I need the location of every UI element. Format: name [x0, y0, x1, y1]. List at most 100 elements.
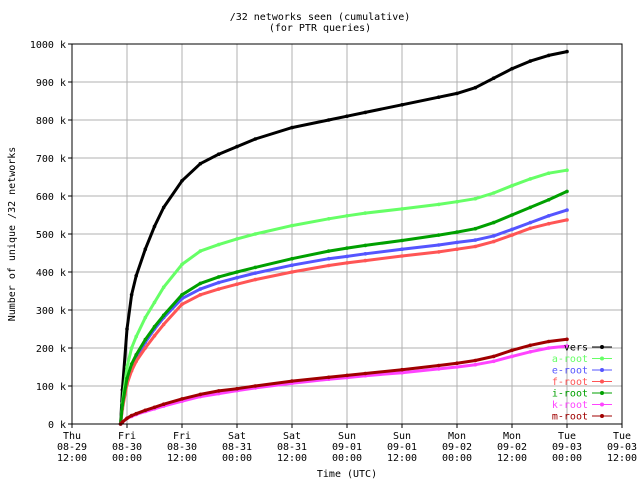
data-point: [546, 346, 551, 350]
data-point: [546, 221, 551, 226]
y-axis-label: Number of unique /32 networks: [7, 147, 18, 322]
data-point: [473, 238, 478, 242]
data-point: [400, 367, 404, 372]
data-point: [152, 334, 157, 338]
y-tick-label: 300 k: [36, 306, 66, 317]
data-point: [290, 256, 294, 261]
data-point: [363, 371, 368, 376]
x-tick-label: 12:00: [167, 453, 197, 464]
data-point: [161, 313, 166, 318]
x-tick-label: Sat: [283, 431, 301, 442]
x-tick-label: Fri: [173, 431, 191, 442]
data-point: [436, 250, 441, 254]
data-point: [253, 271, 258, 275]
series-i-root: [118, 189, 569, 426]
data-point: [455, 361, 459, 366]
data-point: [345, 261, 349, 265]
x-tick-label: 12:00: [277, 453, 307, 464]
data-point: [134, 359, 138, 364]
data-point: [363, 211, 368, 215]
y-tick-label: 200 k: [36, 344, 66, 355]
data-point: [473, 362, 478, 367]
data-point: [491, 234, 496, 238]
data-point: [134, 274, 138, 278]
data-point: [400, 247, 404, 251]
series-line: [119, 208, 568, 425]
data-point: [235, 237, 239, 241]
data-point: [143, 337, 148, 342]
data-point: [198, 287, 203, 291]
data-point: [546, 198, 551, 202]
data-point: [143, 408, 148, 413]
data-point: [510, 66, 514, 71]
y-tick-label: 1000 k: [30, 40, 66, 51]
data-point: [528, 220, 533, 225]
data-series: [118, 49, 569, 426]
chart-title: /32 networks seen (cumulative): [230, 12, 411, 23]
data-point: [345, 214, 349, 218]
data-point: [180, 293, 184, 297]
x-tick-label: Sun: [393, 431, 411, 442]
data-point: [235, 270, 239, 274]
data-point: [120, 403, 125, 407]
data-point: [290, 223, 294, 228]
data-point: [125, 376, 129, 381]
data-point: [565, 208, 569, 212]
x-tick-label: 12:00: [57, 453, 87, 464]
x-tick-label: 09-03: [552, 442, 582, 453]
data-point: [198, 281, 203, 286]
data-point: [363, 243, 368, 248]
data-point: [129, 413, 134, 418]
data-point: [326, 375, 331, 380]
data-point: [120, 420, 125, 424]
x-tick-label: 09-01: [387, 442, 417, 453]
data-point: [528, 226, 533, 231]
data-point: [235, 275, 239, 280]
data-point: [134, 353, 138, 357]
series-e-root: [118, 208, 569, 426]
x-tick-label: 12:00: [607, 453, 637, 464]
x-tick-label: Sun: [338, 431, 356, 442]
y-tick-label: 800 k: [36, 116, 66, 127]
x-tick-label: 09-01: [332, 442, 362, 453]
x-tick-label: 12:00: [387, 453, 417, 464]
data-point: [152, 224, 157, 229]
data-point: [510, 233, 514, 237]
data-point: [326, 118, 331, 122]
data-point: [436, 233, 441, 237]
x-tick-label: 09-02: [497, 442, 527, 453]
x-axis-label: Time (UTC): [317, 469, 377, 480]
chart-subtitle: (for PTR queries): [269, 23, 371, 34]
x-tick-label: 08-29: [57, 442, 87, 453]
x-tick-label: 00:00: [332, 453, 362, 464]
data-point: [546, 339, 551, 344]
data-point: [216, 389, 221, 393]
x-tick-label: Thu: [63, 431, 81, 442]
data-point: [152, 300, 157, 305]
data-point: [345, 254, 349, 259]
data-point: [436, 367, 441, 371]
x-tick-label: 00:00: [442, 453, 472, 464]
x-tick-label: 08-30: [112, 442, 142, 453]
data-point: [546, 214, 551, 218]
data-point: [565, 218, 569, 222]
x-tick-label: Sat: [228, 431, 246, 442]
data-point: [400, 207, 404, 211]
x-tick-label: 08-30: [167, 442, 197, 453]
legend-marker: [600, 345, 604, 349]
data-point: [510, 227, 514, 232]
x-tick-label: Mon: [448, 431, 466, 442]
data-point: [134, 411, 138, 416]
y-tick-label: 0 k: [48, 420, 66, 431]
series-k-root: [118, 344, 569, 426]
data-point: [290, 263, 294, 268]
data-point: [565, 49, 569, 54]
y-tick-label: 700 k: [36, 154, 66, 165]
y-axis-ticks: 0 k 100 k 200 k 300 k 400 k 500 k 600 k 700 k 80…: [30, 40, 72, 431]
plot-frame: [71, 43, 623, 425]
data-point: [143, 247, 148, 251]
data-point: [491, 191, 496, 195]
data-point: [565, 168, 569, 172]
